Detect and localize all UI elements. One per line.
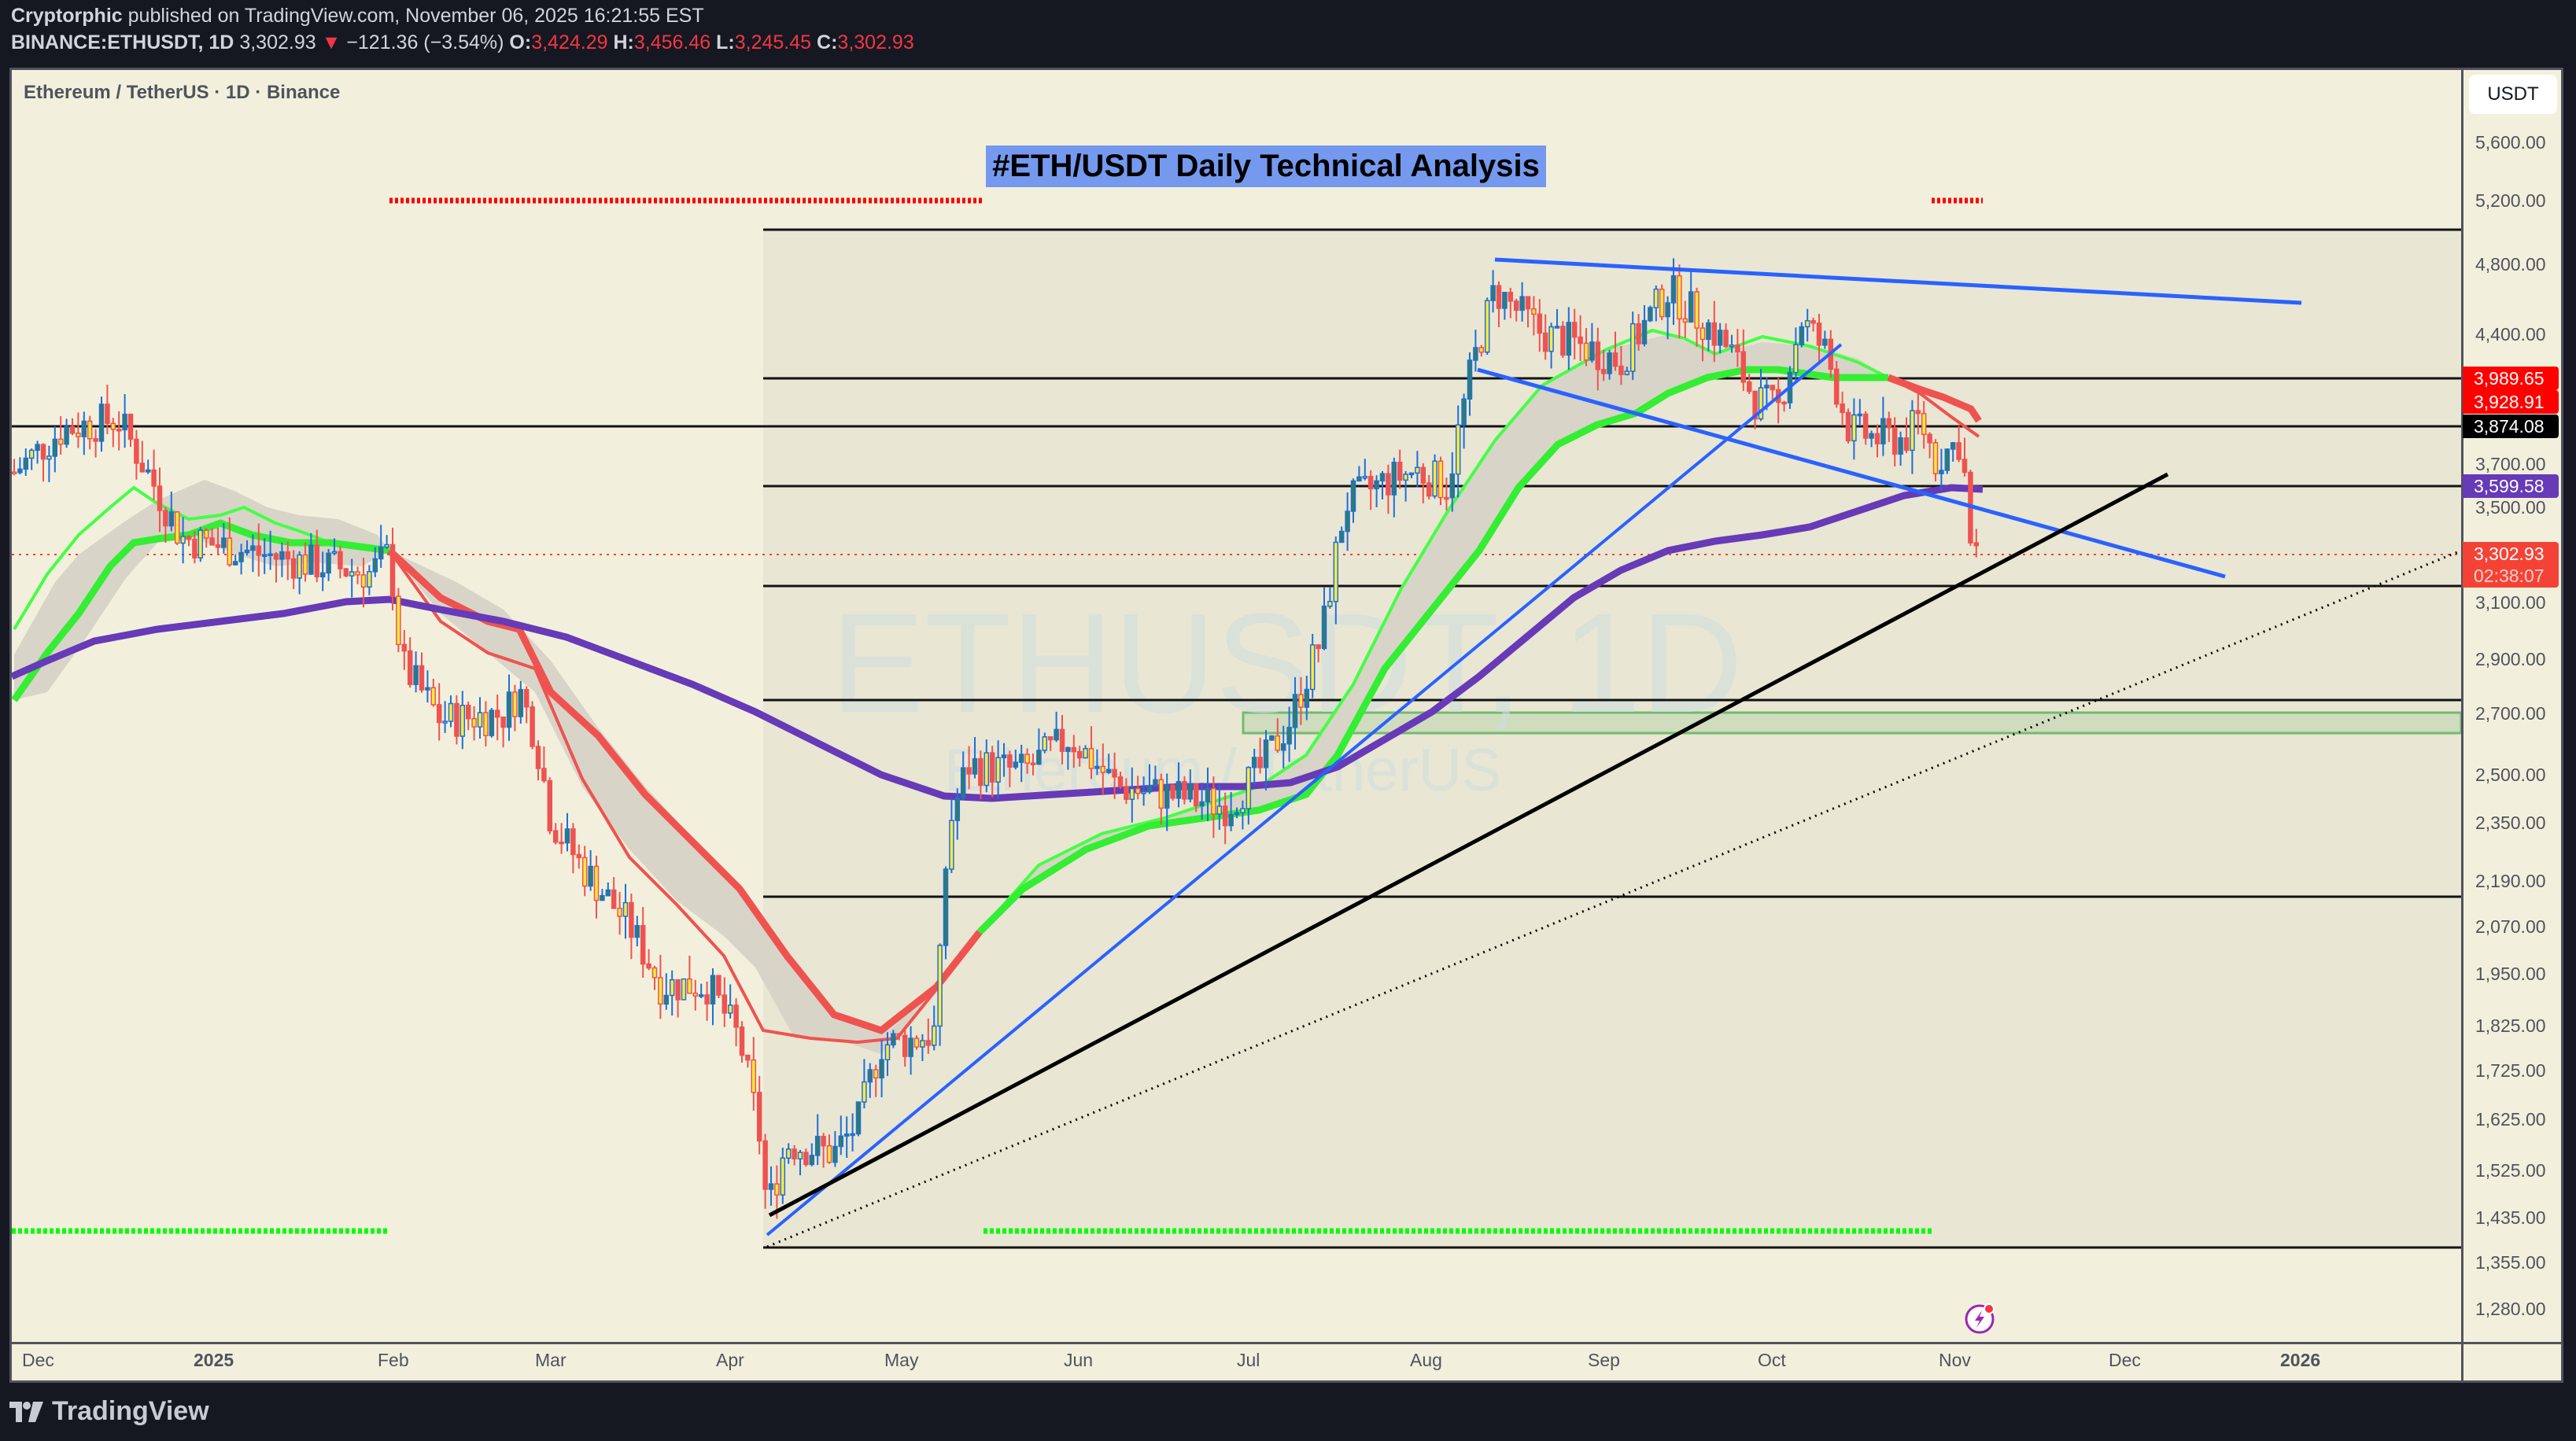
price-tick: 1,280.00 [2475,1299,2546,1319]
time-tick: Apr [716,1350,744,1370]
price-tick: 3,700.00 [2475,454,2546,474]
ema-ribbon-fill [14,480,389,700]
long-ma-line [12,484,1984,802]
price-tick: 5,600.00 [2475,132,2546,153]
price-tick: 2,190.00 [2475,871,2546,891]
ema-fast-line [13,485,390,631]
published-text: published on TradingView.com, November 0… [127,5,704,27]
tradingview-brand: TradingView [52,1396,209,1426]
price-tick: 3,500.00 [2475,497,2546,518]
close-value: 3,302.93 [837,31,914,53]
tradingview-icon [9,1401,43,1422]
price-label-ma: 3,599.58 [2463,474,2559,498]
last-price: 3,302.93 [239,31,316,53]
price-change: −121.36 (−3.54%) [346,31,504,53]
publish-info: Cryptorphic published on TradingView.com… [11,5,704,28]
time-axis-border [12,1342,2561,1344]
time-tick: 2026 [2280,1350,2321,1370]
ascending-support-line [768,472,2169,1218]
price-tick: 1,950.00 [2475,964,2546,984]
time-tick: Jun [1064,1350,1094,1370]
time-tick: Jul [1237,1350,1260,1370]
time-tick: Mar [535,1350,566,1370]
symbol-info: BINANCE:ETHUSDT, 1D 3,302.93 ▼ −121.36 (… [11,31,914,54]
ema-recent-bear-slow [1887,374,1982,423]
bar-countdown: 02:38:07 [2463,564,2559,588]
time-tick: Nov [1939,1350,1971,1370]
descending-channel-line [1477,367,2226,579]
time-tick: Feb [378,1350,409,1370]
ascending-blue-line [766,343,1843,1236]
price-tick: 4,800.00 [2475,254,2546,275]
currency-button[interactable]: USDT [2469,75,2557,114]
price-tick: 1,825.00 [2475,1015,2546,1036]
symbol: BINANCE:ETHUSDT, 1D [11,31,234,53]
close-label: C: [817,31,838,53]
price-label-last: 3,302.93 [2463,542,2559,566]
price-tick: 2,070.00 [2475,916,2546,937]
watermark-symbol: ETHUSDT, 1D [830,584,1743,743]
time-tick: May [884,1350,919,1370]
tradingview-logo[interactable]: TradingView [9,1396,209,1427]
descending-resistance-line [1494,257,2302,305]
price-tick: 3,100.00 [2475,592,2546,613]
price-tick: 1,625.00 [2475,1109,2546,1130]
price-label-level: 3,874.08 [2463,415,2559,438]
ema-bear-fast [388,549,981,1045]
pane-title: Ethereum / TetherUS · 1D · Binance [24,82,341,103]
open-value: 3,424.29 [531,31,608,53]
price-tick: 1,725.00 [2475,1060,2546,1081]
price-tick: 2,900.00 [2475,649,2546,669]
candlesticks [12,258,1980,1219]
time-tick: Oct [1758,1350,1786,1370]
time-tick: 2025 [194,1350,234,1370]
price-tick: 4,400.00 [2475,324,2546,345]
down-arrow-icon: ▼ [321,31,341,53]
time-tick: Aug [1410,1350,1442,1370]
horizontal-levels [12,228,2461,1249]
open-label: O: [509,31,532,53]
price-axis-border [2461,70,2463,1380]
price-tick: 1,355.00 [2475,1252,2546,1273]
price-tick: 1,525.00 [2475,1160,2546,1181]
high-label: H: [613,31,634,53]
time-tick: Dec [22,1350,54,1370]
ema-recent-bear-fast [1888,376,1980,438]
price-tick: 2,700.00 [2475,703,2546,724]
support-zone [1242,711,2461,735]
analysis-banner: #ETH/USDT Daily Technical Analysis [986,146,1546,187]
high-value: 3,456.46 [633,31,711,53]
time-tick: Dec [2109,1350,2141,1370]
price-tick: 2,350.00 [2475,813,2546,833]
ema-bull-fast [978,328,1889,934]
price-tick: 2,500.00 [2475,765,2546,785]
price-tick: 1,435.00 [2475,1207,2546,1228]
ema-slow-line [12,519,390,702]
low-label: L: [716,31,735,53]
price-label-ema-slow: 3,928.91 [2463,390,2559,414]
low-value: 3,245.45 [734,31,812,53]
price-label-ema-fast: 3,989.65 [2463,367,2559,390]
lightning-alert-icon[interactable] [1963,1302,1996,1335]
time-tick: Sep [1588,1350,1620,1370]
price-tick: 5,200.00 [2475,190,2546,211]
author-name[interactable]: Cryptorphic [11,5,123,27]
